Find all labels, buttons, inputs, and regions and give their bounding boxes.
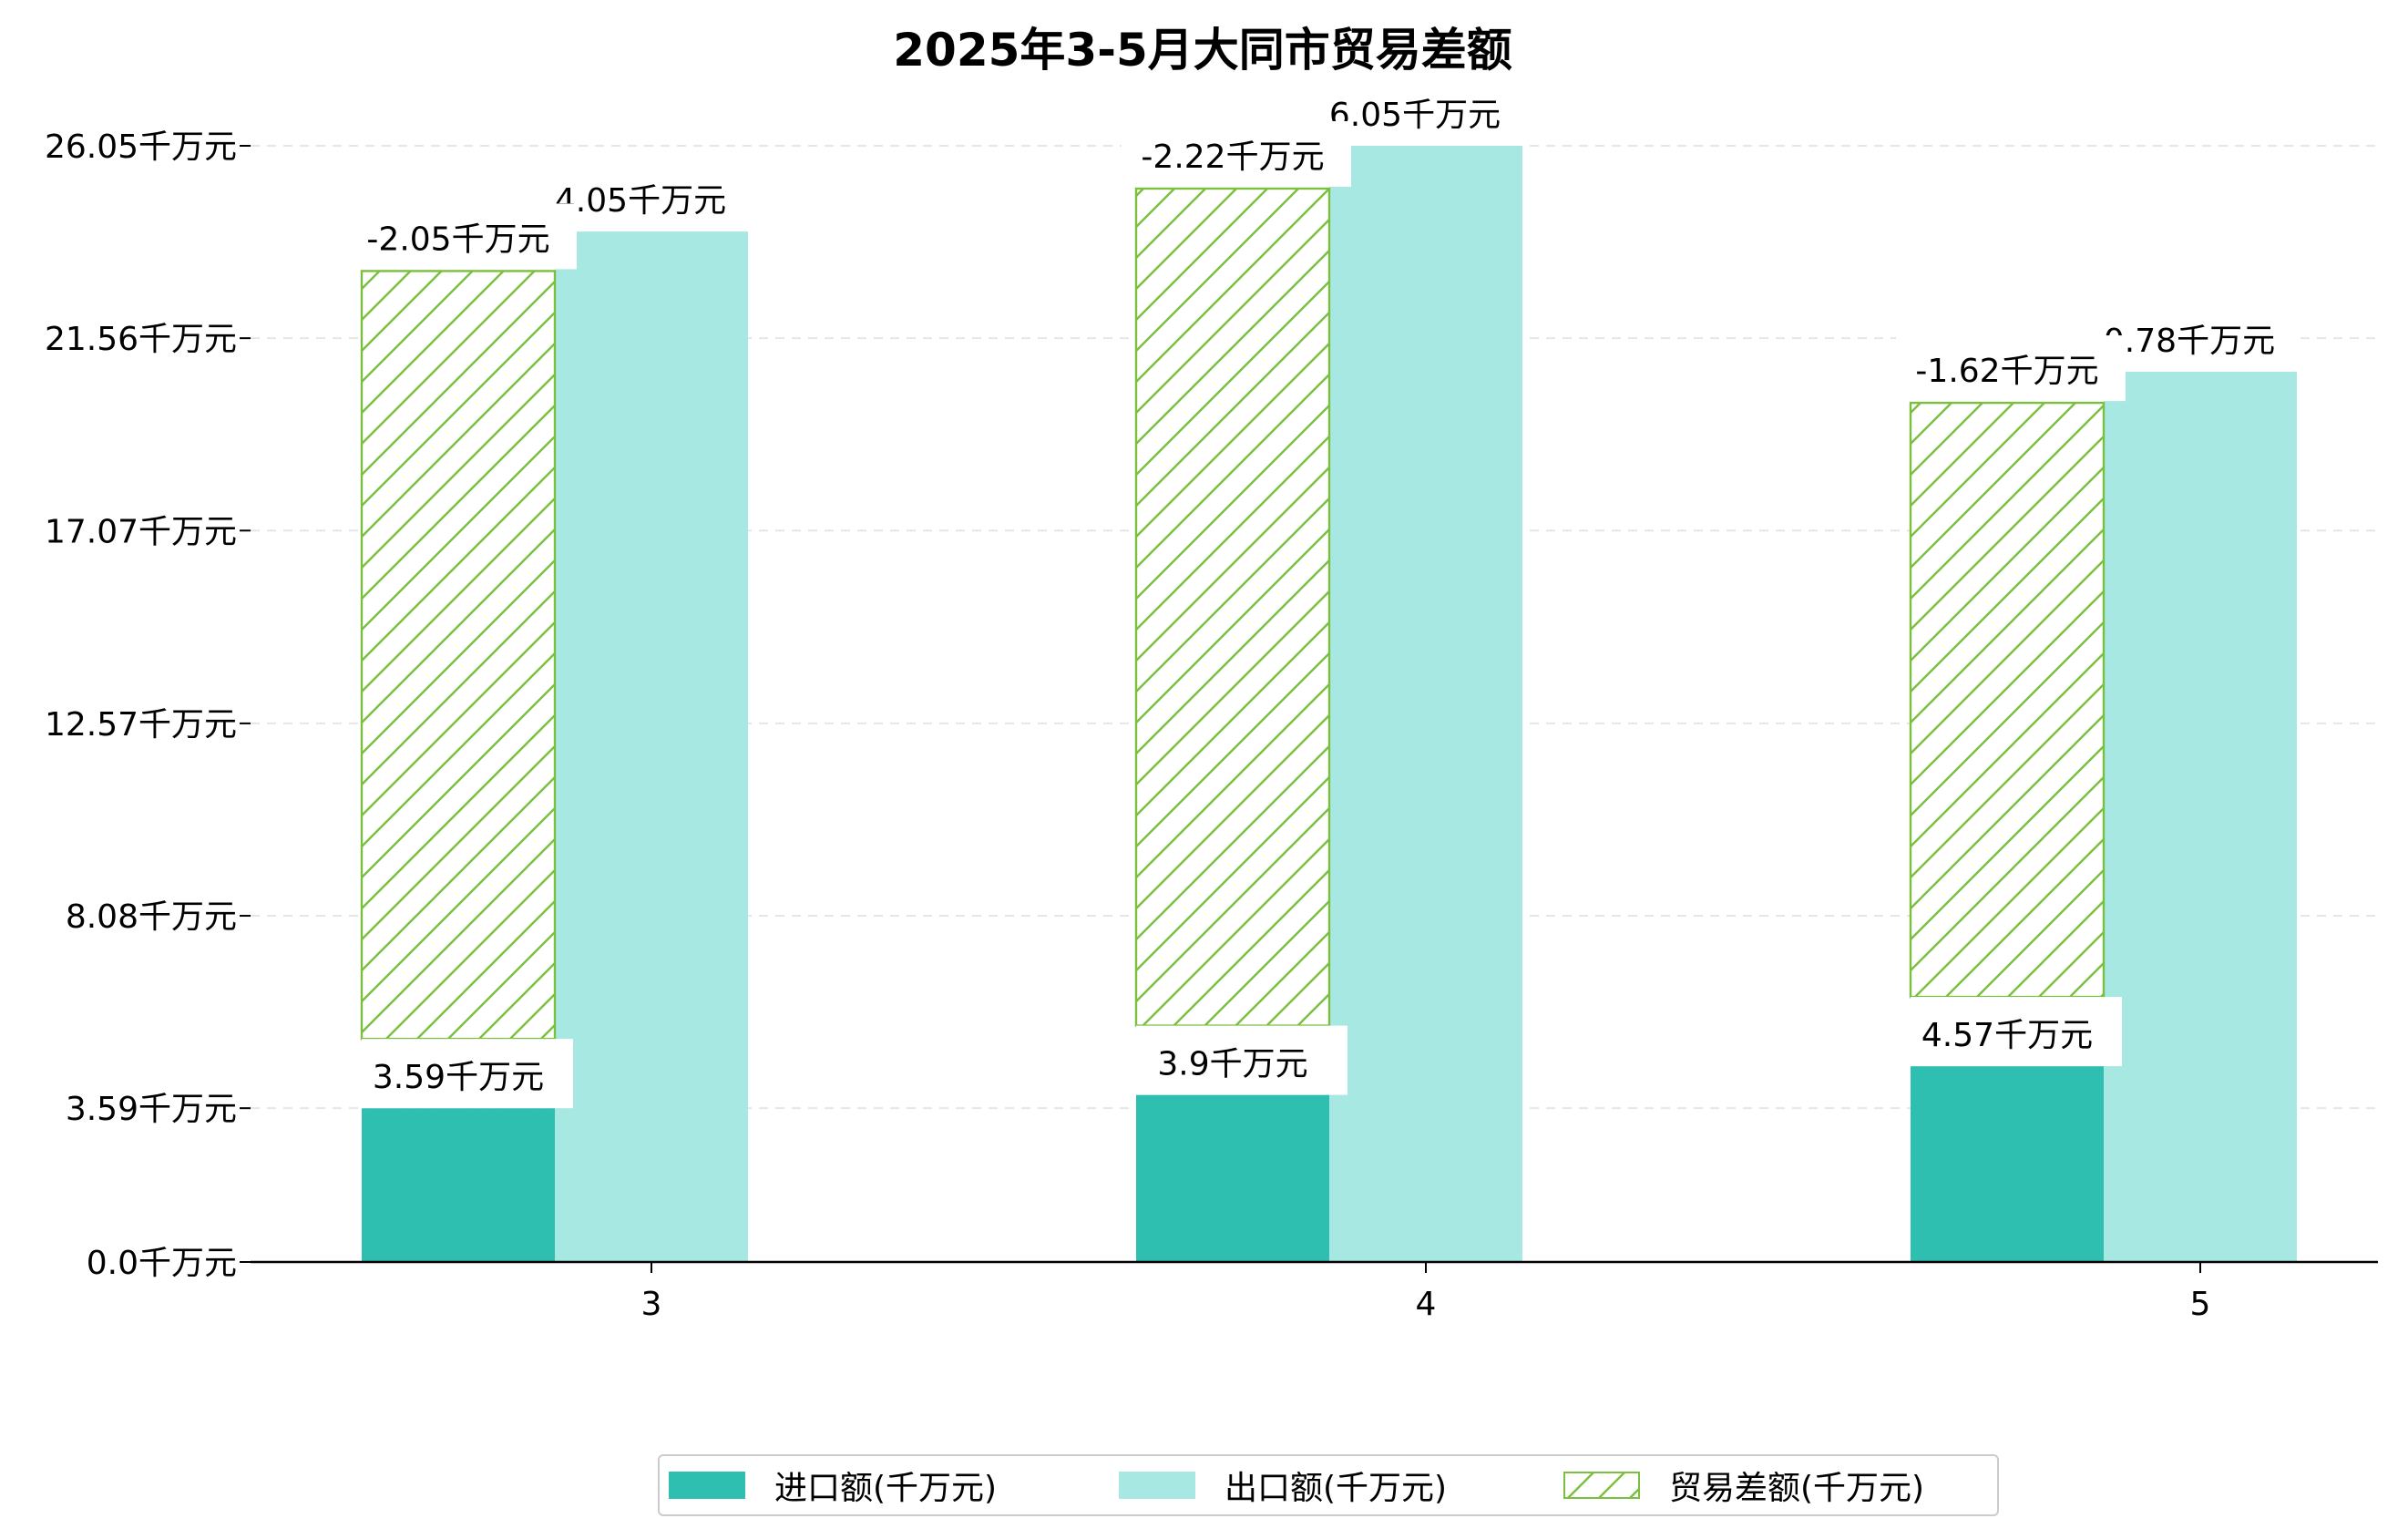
x-tick-label: 3 <box>641 1286 662 1323</box>
data-label-imports: 3.59千万元 <box>373 1059 544 1096</box>
x-tick-label: 4 <box>1416 1286 1437 1323</box>
data-label-bg <box>1896 335 2126 402</box>
data-label-exports: 0.78千万元 <box>2104 323 2275 360</box>
data-label-exports: 6.05千万元 <box>1329 97 1501 134</box>
bar-balance <box>1134 187 1331 1027</box>
legend-swatch-balance <box>1563 1472 1640 1499</box>
bar-imports <box>362 1108 555 1262</box>
legend-swatch-exports <box>1119 1472 1195 1499</box>
y-tick-label: 0.0千万元 <box>87 1245 237 1282</box>
chart-title: 2025年3-5月大同市贸易差额 <box>893 24 1512 77</box>
data-label-bg <box>362 1039 573 1109</box>
legend-item-imports: 进口额(千万元) <box>669 1456 997 1514</box>
data-label-bg <box>1122 120 1351 187</box>
legend-item-balance: 贸易差额(千万元) <box>1563 1456 1924 1514</box>
bar-exports <box>1329 146 1522 1262</box>
y-tick-label: 17.07千万元 <box>45 513 237 550</box>
data-label-bg <box>347 203 577 270</box>
data-label-bg <box>1911 997 2122 1067</box>
legend-label-imports: 进口额(千万元) <box>774 1470 998 1507</box>
legend: 进口额(千万元) 出口额(千万元) 贸易差额(千万元) <box>658 1454 1999 1516</box>
bar-balance <box>1909 401 2106 999</box>
data-label-exports: 4.05千万元 <box>555 182 726 220</box>
bar-imports <box>1911 1066 2104 1262</box>
legend-swatch-imports <box>669 1472 745 1499</box>
data-label-imports: 3.9千万元 <box>1157 1046 1307 1083</box>
legend-label-balance: 贸易差额(千万元) <box>1669 1470 1925 1507</box>
data-label-bg <box>1136 1025 1347 1095</box>
y-tick-label: 26.05千万元 <box>45 128 237 166</box>
bar-exports <box>555 231 748 1262</box>
y-tick-label: 8.08千万元 <box>66 898 237 936</box>
x-tick-label: 5 <box>2190 1286 2211 1323</box>
y-tick-label: 12.57千万元 <box>45 706 237 744</box>
bar-balance <box>360 270 557 1041</box>
data-label-balance: -2.05千万元 <box>366 221 549 258</box>
bar-exports <box>2104 371 2297 1262</box>
data-label-balance: -2.22千万元 <box>1141 139 1324 176</box>
y-tick-label: 3.59千万元 <box>66 1091 237 1128</box>
data-label-imports: 4.57千万元 <box>1921 1017 2093 1054</box>
data-label-balance: -1.62千万元 <box>1915 353 2098 390</box>
legend-item-exports: 出口额(千万元) <box>1119 1456 1447 1514</box>
legend-label-exports: 出口额(千万元) <box>1224 1470 1448 1507</box>
y-tick-label: 21.56千万元 <box>45 321 237 358</box>
bar-imports <box>1136 1094 1329 1262</box>
